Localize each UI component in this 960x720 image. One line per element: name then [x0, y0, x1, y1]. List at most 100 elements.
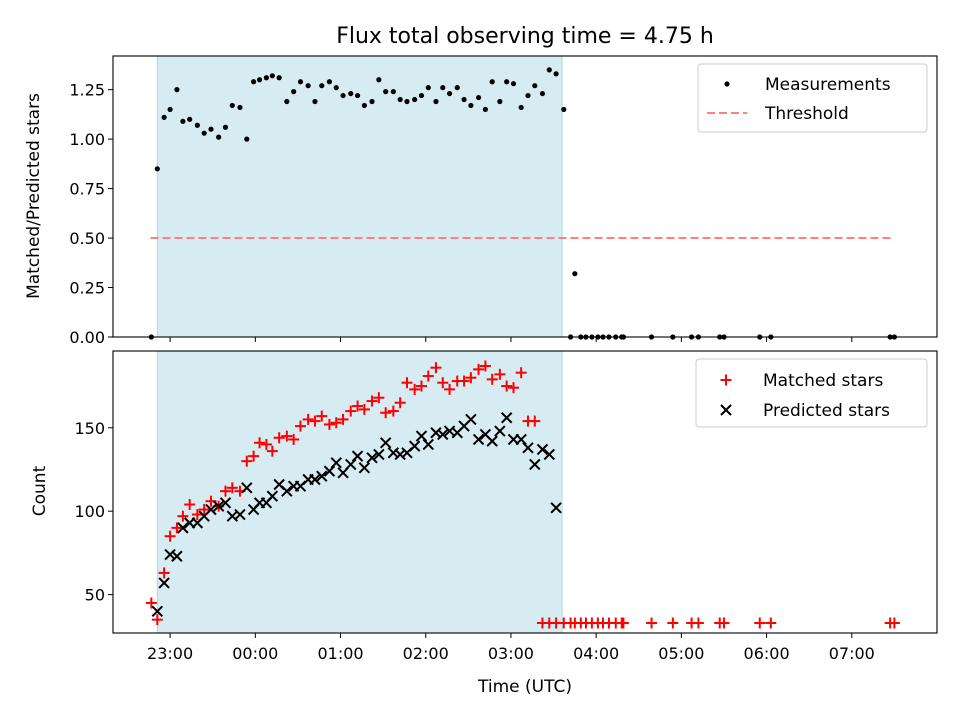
predicted-star-point — [437, 428, 449, 441]
measurement-point — [256, 77, 263, 83]
legend-matched-label: Matched stars — [763, 371, 883, 391]
predicted-star-point — [309, 473, 321, 486]
legend-box — [697, 63, 928, 133]
measurement-point — [539, 90, 546, 97]
matched-star-point — [288, 433, 300, 445]
measurement-point — [412, 96, 418, 103]
y-tick-label: 1.25 — [69, 81, 105, 100]
y-tick-label: 0.50 — [69, 229, 105, 248]
matched-star-point — [465, 372, 477, 384]
predicted-star-point — [529, 458, 541, 471]
measurement-point — [312, 98, 318, 105]
matched-star-point — [765, 617, 777, 629]
y-tick-label: 150 — [74, 419, 105, 438]
measurement-point — [546, 67, 552, 73]
matched-star-point — [380, 407, 392, 419]
matched-star-point — [198, 504, 210, 516]
measurement-point — [468, 102, 474, 109]
measurement-point — [269, 73, 275, 79]
matched-star-point — [191, 509, 203, 521]
measurement-point — [461, 96, 467, 103]
measurement-point — [510, 81, 517, 87]
measurement-point — [237, 104, 243, 111]
measurement-point — [532, 83, 538, 89]
matched-star-point — [323, 418, 335, 430]
measurement-point — [376, 77, 382, 83]
predicted-star-point — [151, 605, 164, 618]
top-y-ticks: 0.00 0.25 0.50 0.75 1.00 1.25 — [69, 81, 113, 347]
predicted-star-point — [358, 462, 371, 474]
matched-star-point — [667, 617, 679, 629]
x-tick-label: 06:00 — [744, 644, 790, 663]
predicted-star-point — [177, 522, 189, 534]
matched-star-point — [366, 395, 378, 407]
legend-box — [695, 358, 928, 428]
bottom-x-ticks: 23:00 00:00 01:00 02:00 03:00 04:00 05:00 06:00… — [147, 633, 875, 663]
measurement-point — [229, 102, 235, 109]
measurement-point — [250, 79, 257, 85]
matched-star-point — [184, 499, 196, 511]
measurement-point — [504, 79, 510, 85]
bottom-y-axis-label: Count — [30, 465, 50, 516]
measurement-point — [201, 130, 207, 136]
measurement-point — [208, 126, 214, 132]
matched-star-point — [164, 530, 176, 542]
matched-star-point — [401, 377, 413, 389]
predicted-star-point — [422, 438, 434, 451]
predicted-star-point — [550, 502, 562, 514]
matched-star-point — [507, 382, 519, 394]
matched-star-point — [422, 370, 434, 382]
legend-threshold-label: Threshold — [764, 104, 849, 124]
predicted-star-point — [394, 448, 406, 461]
matched-star-point — [529, 415, 541, 427]
matched-star-point — [345, 405, 357, 417]
matched-star-point — [515, 367, 527, 379]
ratio-panel: 0.00 0.25 0.50 0.75 1.00 1.25 Flux total obse… — [24, 24, 938, 347]
measurement-point — [497, 98, 503, 105]
matched-star-point — [409, 383, 421, 395]
y-tick-label: 0.25 — [69, 279, 105, 298]
matched-star-point — [248, 450, 260, 462]
matched-star-point — [458, 375, 470, 387]
measurement-point — [446, 90, 453, 97]
predicted-star-point — [465, 413, 477, 426]
count-points — [145, 360, 900, 629]
y-tick-label: 100 — [74, 502, 105, 521]
predicted-star-point — [494, 425, 506, 437]
matched-star-point — [151, 614, 163, 626]
measurement-point — [440, 85, 446, 91]
top-x-ticks — [169, 337, 853, 342]
predicted-star-point — [536, 443, 549, 456]
chart-title: Flux total observing time = 4.75 h — [336, 24, 714, 49]
measurement-point — [354, 92, 361, 99]
measurement-point — [216, 134, 222, 140]
matched-star-point — [479, 360, 491, 372]
measurement-point — [383, 89, 389, 95]
measurement-point — [326, 79, 333, 85]
predicted-star-point — [522, 442, 534, 454]
measurement-point — [418, 92, 425, 99]
y-tick-label: 0.75 — [69, 180, 105, 199]
bottom-y-ticks: 50 100 150 — [74, 419, 113, 605]
measurement-point — [518, 104, 524, 111]
predicted-star-point — [415, 430, 428, 442]
measurement-point — [433, 98, 439, 105]
matched-star-point — [158, 567, 170, 579]
top-y-axis-label: Matched/Predicted stars — [24, 93, 44, 299]
legend-predicted-marker — [720, 404, 732, 416]
matched-star-point — [309, 415, 321, 427]
matched-star-point — [394, 397, 406, 409]
measurement-point — [244, 136, 250, 142]
y-tick-label: 0.00 — [69, 328, 105, 347]
y-tick-label: 50 — [85, 586, 105, 605]
x-tick-label: 23:00 — [147, 644, 193, 663]
predicted-star-point — [373, 448, 385, 461]
matched-star-point — [754, 617, 766, 629]
legend-matched-marker — [720, 374, 732, 386]
matched-star-point — [145, 597, 157, 609]
matched-star-point — [718, 617, 730, 629]
matched-star-point — [260, 438, 272, 450]
measurement-point — [305, 83, 311, 89]
measurement-point — [154, 166, 160, 172]
